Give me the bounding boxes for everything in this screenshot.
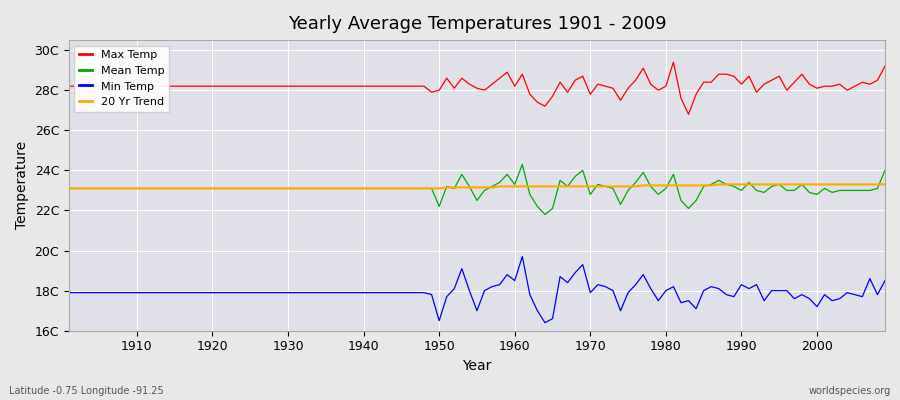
Title: Yearly Average Temperatures 1901 - 2009: Yearly Average Temperatures 1901 - 2009 [288,15,666,33]
Legend: Max Temp, Mean Temp, Min Temp, 20 Yr Trend: Max Temp, Mean Temp, Min Temp, 20 Yr Tre… [75,46,169,112]
Text: Latitude -0.75 Longitude -91.25: Latitude -0.75 Longitude -91.25 [9,386,164,396]
Y-axis label: Temperature: Temperature [15,141,29,230]
Text: worldspecies.org: worldspecies.org [809,386,891,396]
X-axis label: Year: Year [463,359,491,373]
